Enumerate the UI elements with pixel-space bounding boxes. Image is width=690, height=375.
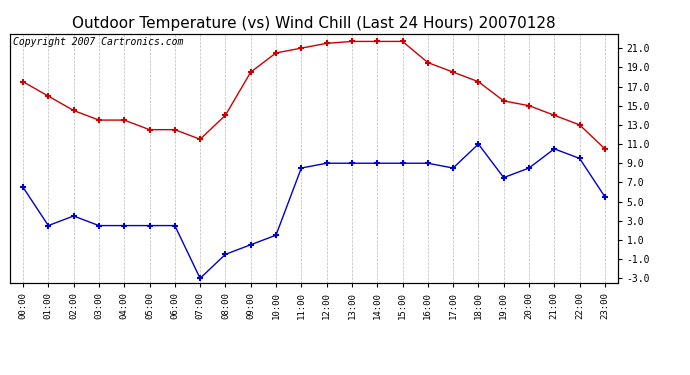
Text: Copyright 2007 Cartronics.com: Copyright 2007 Cartronics.com bbox=[13, 38, 184, 48]
Title: Outdoor Temperature (vs) Wind Chill (Last 24 Hours) 20070128: Outdoor Temperature (vs) Wind Chill (Las… bbox=[72, 16, 555, 31]
